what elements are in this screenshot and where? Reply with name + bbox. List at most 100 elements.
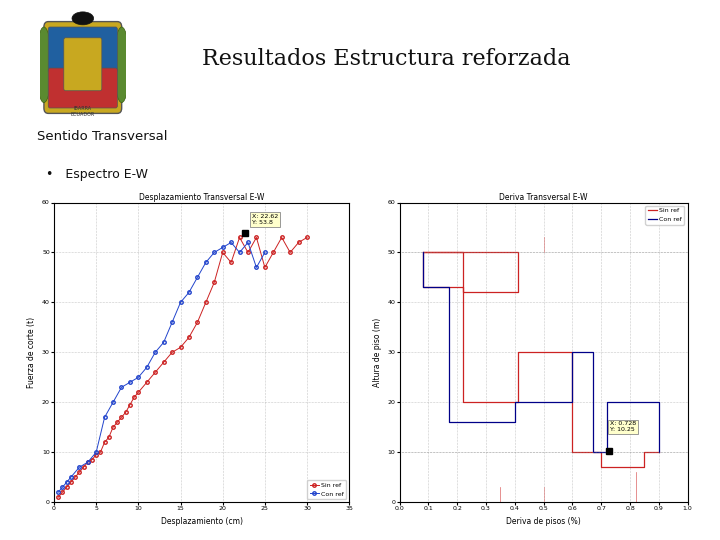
Sin ref bbox=[84, 459, 92, 465]
Ellipse shape bbox=[72, 12, 94, 25]
Sin ref bbox=[109, 424, 117, 430]
Con ref bbox=[568, 349, 577, 355]
Sin ref bbox=[261, 264, 269, 271]
Sin ref bbox=[168, 349, 176, 355]
Sin ref bbox=[235, 234, 244, 241]
Sin ref bbox=[269, 249, 278, 255]
Con ref bbox=[84, 459, 92, 465]
Sin ref bbox=[159, 359, 168, 366]
Con ref bbox=[588, 449, 597, 456]
Con ref bbox=[510, 399, 519, 406]
Con ref bbox=[654, 449, 663, 456]
Sin ref bbox=[176, 344, 185, 350]
Sin ref bbox=[75, 469, 84, 475]
Sin ref bbox=[134, 389, 143, 395]
Con ref bbox=[92, 449, 101, 456]
Con ref bbox=[568, 399, 577, 406]
Sin ref bbox=[54, 494, 63, 501]
Con ref bbox=[168, 319, 176, 326]
Con ref bbox=[184, 289, 193, 296]
Y-axis label: Altura de piso (m): Altura de piso (m) bbox=[373, 318, 382, 387]
Legend: Sin ref, Con ref: Sin ref, Con ref bbox=[307, 480, 346, 499]
Sin ref bbox=[459, 249, 467, 255]
Text: Sentido Transversal: Sentido Transversal bbox=[37, 130, 168, 143]
Sin ref bbox=[654, 449, 663, 456]
Sin ref bbox=[640, 464, 649, 470]
Con ref bbox=[261, 249, 269, 255]
X-axis label: Desplazamiento (cm): Desplazamiento (cm) bbox=[161, 517, 243, 526]
Text: X: 22.62
Y: 53.8: X: 22.62 Y: 53.8 bbox=[252, 214, 279, 225]
Con ref bbox=[235, 249, 244, 255]
Sin ref bbox=[302, 234, 311, 241]
Sin ref bbox=[418, 284, 427, 291]
Sin ref bbox=[286, 249, 294, 255]
Ellipse shape bbox=[114, 27, 130, 103]
Sin ref bbox=[71, 474, 79, 481]
Sin ref bbox=[193, 319, 202, 326]
Con ref bbox=[603, 399, 611, 406]
Sin ref bbox=[597, 464, 606, 470]
Con ref bbox=[109, 399, 117, 406]
Sin ref bbox=[58, 489, 67, 496]
Sin ref bbox=[513, 349, 522, 355]
Text: •   Espectro E-W: • Espectro E-W bbox=[46, 168, 148, 181]
Con ref bbox=[243, 239, 252, 246]
Sin ref bbox=[218, 249, 227, 255]
Sin ref bbox=[104, 434, 113, 441]
Sin ref bbox=[513, 249, 522, 255]
FancyBboxPatch shape bbox=[48, 68, 117, 108]
Sin ref bbox=[568, 449, 577, 456]
Sin ref bbox=[100, 439, 109, 446]
Sin ref bbox=[66, 479, 75, 485]
Text: Resultados Estructura reforzada: Resultados Estructura reforzada bbox=[202, 49, 570, 70]
Sin ref bbox=[63, 484, 71, 490]
Sin ref bbox=[568, 349, 577, 355]
Con ref bbox=[252, 264, 261, 271]
Text: IBARRA
ECUADOR: IBARRA ECUADOR bbox=[71, 106, 95, 117]
Sin ref bbox=[252, 234, 261, 241]
Sin ref bbox=[227, 259, 235, 266]
Sin ref bbox=[513, 289, 522, 296]
Sin ref bbox=[294, 239, 303, 246]
Con ref bbox=[63, 479, 71, 485]
Sin ref bbox=[130, 394, 138, 401]
Con ref bbox=[418, 249, 427, 255]
Sin ref bbox=[513, 399, 522, 406]
Sin ref bbox=[418, 249, 427, 255]
Con ref bbox=[418, 284, 427, 291]
Line: Con ref: Con ref bbox=[56, 241, 266, 494]
Sin ref bbox=[597, 449, 606, 456]
Sin ref bbox=[640, 449, 649, 456]
Con ref bbox=[202, 259, 210, 266]
Con ref bbox=[654, 399, 663, 406]
Sin ref bbox=[88, 456, 96, 463]
X-axis label: Deriva de pisos (%): Deriva de pisos (%) bbox=[506, 517, 581, 526]
Sin ref bbox=[210, 279, 219, 286]
Con ref bbox=[58, 484, 67, 490]
Con ref bbox=[603, 449, 611, 456]
Sin ref bbox=[79, 464, 88, 470]
FancyBboxPatch shape bbox=[48, 27, 117, 72]
Con ref bbox=[159, 339, 168, 346]
Con ref bbox=[176, 299, 185, 306]
Con ref bbox=[210, 249, 219, 255]
Sin ref bbox=[96, 449, 104, 456]
Con ref bbox=[125, 379, 134, 386]
Y-axis label: Fuerza de corte (t): Fuerza de corte (t) bbox=[27, 317, 37, 388]
Sin ref bbox=[122, 409, 130, 416]
Title: Deriva Transversal E-W: Deriva Transversal E-W bbox=[500, 193, 588, 202]
Con ref bbox=[117, 384, 126, 390]
Con ref bbox=[100, 414, 109, 421]
Sin ref bbox=[243, 249, 252, 255]
Con ref bbox=[193, 274, 202, 281]
Sin ref bbox=[184, 334, 193, 341]
Sin ref bbox=[151, 369, 160, 376]
Sin ref bbox=[277, 234, 286, 241]
Text: X: 0.728
Y: 10.25: X: 0.728 Y: 10.25 bbox=[610, 421, 636, 432]
Con ref bbox=[588, 349, 597, 355]
Legend: Sin ref, Con ref: Sin ref, Con ref bbox=[645, 206, 685, 225]
Sin ref bbox=[418, 249, 427, 255]
Sin ref bbox=[143, 379, 151, 386]
Sin ref bbox=[113, 419, 122, 426]
Con ref bbox=[218, 244, 227, 251]
